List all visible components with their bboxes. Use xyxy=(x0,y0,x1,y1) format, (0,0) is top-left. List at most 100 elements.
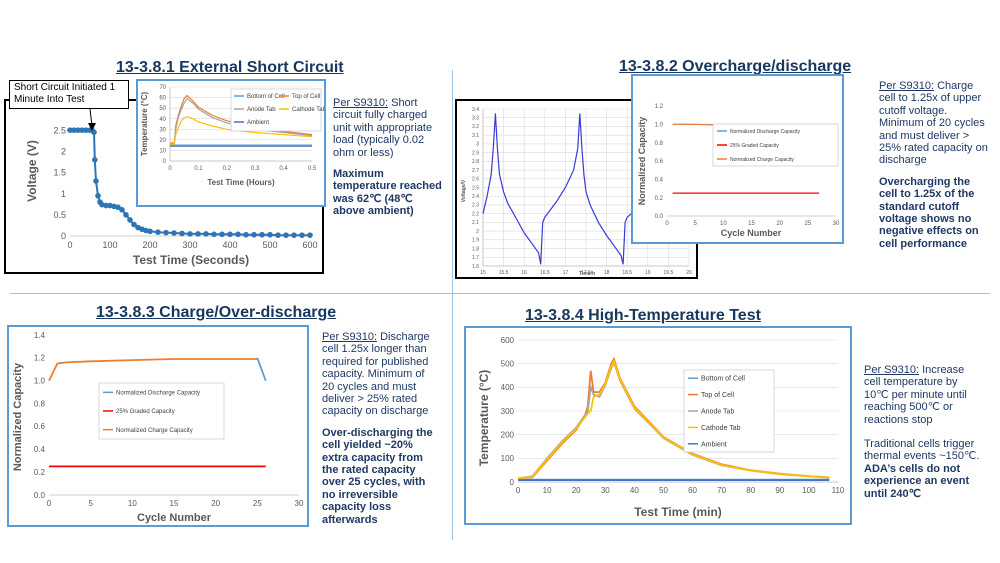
section-desc-over-discharge: Per S9310: Discharge cell 1.25x longer t… xyxy=(322,331,438,526)
data-point xyxy=(283,232,289,238)
data-point xyxy=(187,231,193,237)
legend-label: Normalized Charge Capacity xyxy=(730,157,794,163)
y-tick-label: 0.0 xyxy=(34,491,46,500)
overcharge-capacity-chart: 0 5 10 15 20 25 30 0.0 0.2 0.4 0.6 0.8 1.0 1.2 Cycle N… xyxy=(637,104,840,238)
data-point xyxy=(131,221,137,228)
y-tick-label: 1.0 xyxy=(655,122,664,128)
y-tick-label: 1.9 xyxy=(472,238,479,244)
y-tick-label: 2.8 xyxy=(472,159,479,165)
x-tick-label: 0.3 xyxy=(251,166,260,172)
y-tick-label: 3.3 xyxy=(472,115,479,121)
x-tick-label: 30 xyxy=(601,486,610,495)
x-tick-label: 70 xyxy=(717,486,726,495)
y-tick-label: 50 xyxy=(159,106,166,112)
legend-label: Normalized Discharge Capacity xyxy=(116,390,200,396)
overdischarge-chart: 0 5 10 15 20 25 30 0.0 0.2 0.4 0.6 0.8 1.0 1.2 1.4 Cycl… xyxy=(12,331,304,524)
x-tick-label: 0 xyxy=(67,240,72,250)
vertical-divider xyxy=(452,70,453,540)
y-tick-label: 0.4 xyxy=(655,177,664,183)
data-point xyxy=(171,230,177,236)
data-point xyxy=(127,217,133,223)
result-text: Overcharging the cell to 1.25x of the st… xyxy=(879,175,979,250)
spec-reference: Per S9310: xyxy=(879,80,935,92)
section-title-overcharge: 13-3.8.2 Overcharge/discharge xyxy=(619,58,852,75)
data-point xyxy=(219,231,225,238)
y-tick-label: 40 xyxy=(159,117,166,123)
legend-label: Normalized Discharge Capacity xyxy=(730,129,801,135)
x-tick-label: 5 xyxy=(693,221,697,227)
y-axis-label: Voltage/V xyxy=(461,179,467,202)
short-circuit-callout: Short Circuit Initiated 1 Minute Into Te… xyxy=(9,80,129,109)
y-tick-label: 1.2 xyxy=(655,104,664,110)
data-point xyxy=(147,228,153,235)
high-temp-frame: 0 10 20 30 40 50 60 70 80 90 100 110 0 100 200 300 400 50… xyxy=(464,326,852,525)
data-point xyxy=(79,127,85,133)
y-tick-label: 100 xyxy=(501,454,515,463)
y-tick-label: 1.7 xyxy=(472,255,479,261)
x-tick-label: 50 xyxy=(659,486,668,495)
data-point xyxy=(123,212,129,218)
legend-box xyxy=(683,369,775,453)
y-tick-label: 1.5 xyxy=(53,168,66,178)
series-line-cathode xyxy=(517,359,830,480)
legend-label: Top of Cell xyxy=(292,94,320,100)
y-tick-label: 2.2 xyxy=(472,211,479,217)
x-tick-label: 17 xyxy=(563,270,569,276)
data-point xyxy=(92,157,98,163)
x-tick-label: 0 xyxy=(665,221,669,227)
x-tick-label: 0.5 xyxy=(308,166,317,172)
x-tick-label: 16 xyxy=(521,270,527,276)
x-tick-label: 10 xyxy=(720,221,727,227)
section-title-high-temp: 13-3.8.4 High-Temperature Test xyxy=(525,307,761,324)
x-tick-label: 25 xyxy=(253,499,262,508)
data-point xyxy=(299,232,305,238)
series-line-overvoltage xyxy=(482,113,641,265)
x-tick-label: 100 xyxy=(802,486,816,495)
data-point xyxy=(155,229,161,235)
data-point xyxy=(259,231,265,238)
y-tick-label: 0.5 xyxy=(53,210,66,220)
legend-label: 25% Graded Capacity xyxy=(116,409,175,415)
x-tick-label: 100 xyxy=(102,240,117,250)
x-tick-label: 90 xyxy=(775,486,784,495)
y-axis-label: Normalized Capacity xyxy=(637,117,647,206)
legend-label: Bottom of Cell xyxy=(247,94,285,100)
overdischarge-frame: 0 5 10 15 20 25 30 0.0 0.2 0.4 0.6 0.8 1.0 1.2 1.4 Cycl… xyxy=(7,325,309,527)
overcharge-capacity-frame: 0 5 10 15 20 25 30 0.0 0.2 0.4 0.6 0.8 1.0 1.2 Cycle N… xyxy=(631,74,844,244)
spec-reference: Per S9310: xyxy=(333,97,389,109)
y-tick-label: 3 xyxy=(476,142,479,148)
x-tick-label: 16.5 xyxy=(540,270,550,276)
legend-label: Anode Tab xyxy=(247,107,276,113)
legend-box xyxy=(98,382,225,440)
y-tick-label: 0.8 xyxy=(655,141,664,147)
y-tick-label: 70 xyxy=(159,85,166,91)
x-tick-label: 20 xyxy=(776,221,783,227)
legend-label: Anode Tab xyxy=(701,408,734,415)
y-tick-label: 2.5 xyxy=(472,185,479,191)
horizontal-divider xyxy=(10,293,990,294)
y-tick-label: 1.2 xyxy=(34,354,46,363)
x-tick-label: 0 xyxy=(47,499,52,508)
x-tick-label: 200 xyxy=(142,240,157,250)
x-axis-label: Test Time (min) xyxy=(634,505,722,519)
x-tick-label: 15 xyxy=(170,499,179,508)
short-temp-chart-frame: 0 0.1 0.2 0.3 0.4 0.5 0 10 20 30 40 50 60 70 Test Time… xyxy=(136,79,327,207)
legend-box xyxy=(230,88,322,132)
section-title-short-circuit: 13-3.8.1 External Short Circuit xyxy=(116,59,344,76)
section-desc-overcharge: Per S9310: Charge cell to 1.25x of upper… xyxy=(879,80,991,250)
y-tick-label: 500 xyxy=(501,359,515,368)
y-tick-label: 1.6 xyxy=(472,264,479,270)
data-point xyxy=(227,231,233,238)
y-tick-label: 200 xyxy=(501,430,515,439)
x-tick-label: 30 xyxy=(295,499,304,508)
y-tick-label: 2.5 xyxy=(53,125,66,135)
spec-text: Charge cell to 1.25x of upper cutoff vol… xyxy=(879,80,988,167)
y-tick-label: 0.4 xyxy=(34,445,46,454)
data-point xyxy=(91,129,97,136)
legend-label: Ambient xyxy=(701,441,727,448)
x-tick-label: 60 xyxy=(688,486,697,495)
legend-label: Bottom of Cell xyxy=(701,376,745,383)
y-tick-label: 1.0 xyxy=(34,377,46,386)
section-title-over-discharge: 13-3.8.3 Charge/Over-discharge xyxy=(96,304,337,321)
